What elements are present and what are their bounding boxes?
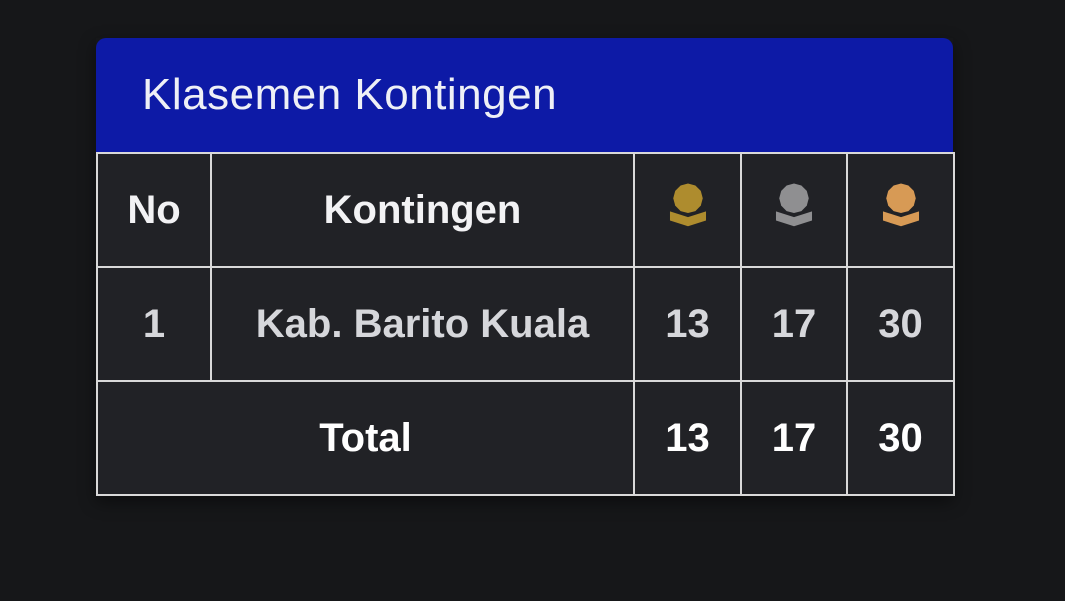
total-row: Total 13 17 30 (96, 380, 955, 496)
klasemen-kontingen-panel: Klasemen Kontingen No Kontingen (96, 38, 955, 496)
silver-medal-icon (771, 182, 817, 228)
cell-kontingen: Kab. Barito Kuala (210, 266, 635, 382)
column-header-no: No (96, 152, 212, 268)
cell-silver-count: 17 (740, 266, 848, 382)
column-header-kontingen: Kontingen (210, 152, 635, 268)
standings-table: No Kontingen (96, 152, 955, 496)
table-row: 1 Kab. Barito Kuala 13 17 30 (96, 266, 955, 382)
bronze-medal-icon (878, 182, 924, 228)
total-gold-count: 13 (633, 380, 742, 496)
cell-bronze-count: 30 (846, 266, 955, 382)
cell-gold-count: 13 (633, 266, 742, 382)
table-header-row: No Kontingen (96, 152, 955, 268)
gold-medal-icon (665, 182, 711, 228)
panel-header: Klasemen Kontingen (96, 38, 953, 152)
cell-no: 1 (96, 266, 212, 382)
column-header-silver (740, 152, 848, 268)
total-bronze-count: 30 (846, 380, 955, 496)
column-header-gold (633, 152, 742, 268)
column-header-bronze (846, 152, 955, 268)
total-silver-count: 17 (740, 380, 848, 496)
total-label-cell: Total (96, 380, 635, 496)
panel-title: Klasemen Kontingen (142, 70, 558, 119)
